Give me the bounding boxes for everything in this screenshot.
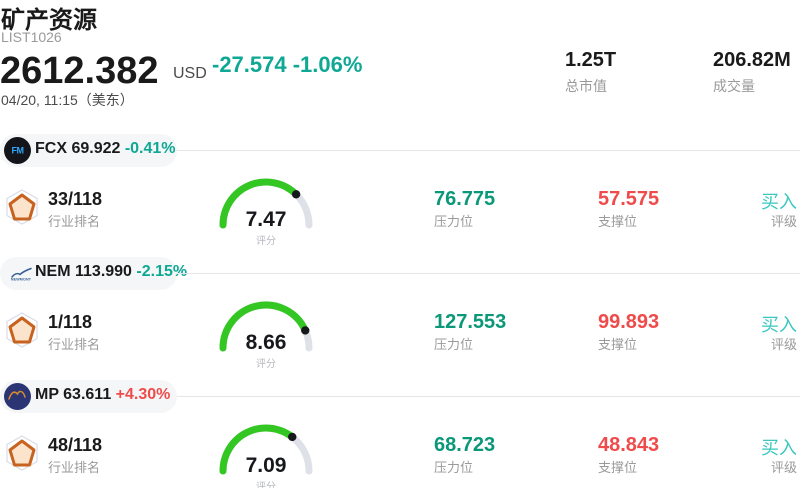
svg-text:NEWMONT: NEWMONT — [11, 278, 32, 282]
svg-text:FM: FM — [12, 146, 24, 156]
